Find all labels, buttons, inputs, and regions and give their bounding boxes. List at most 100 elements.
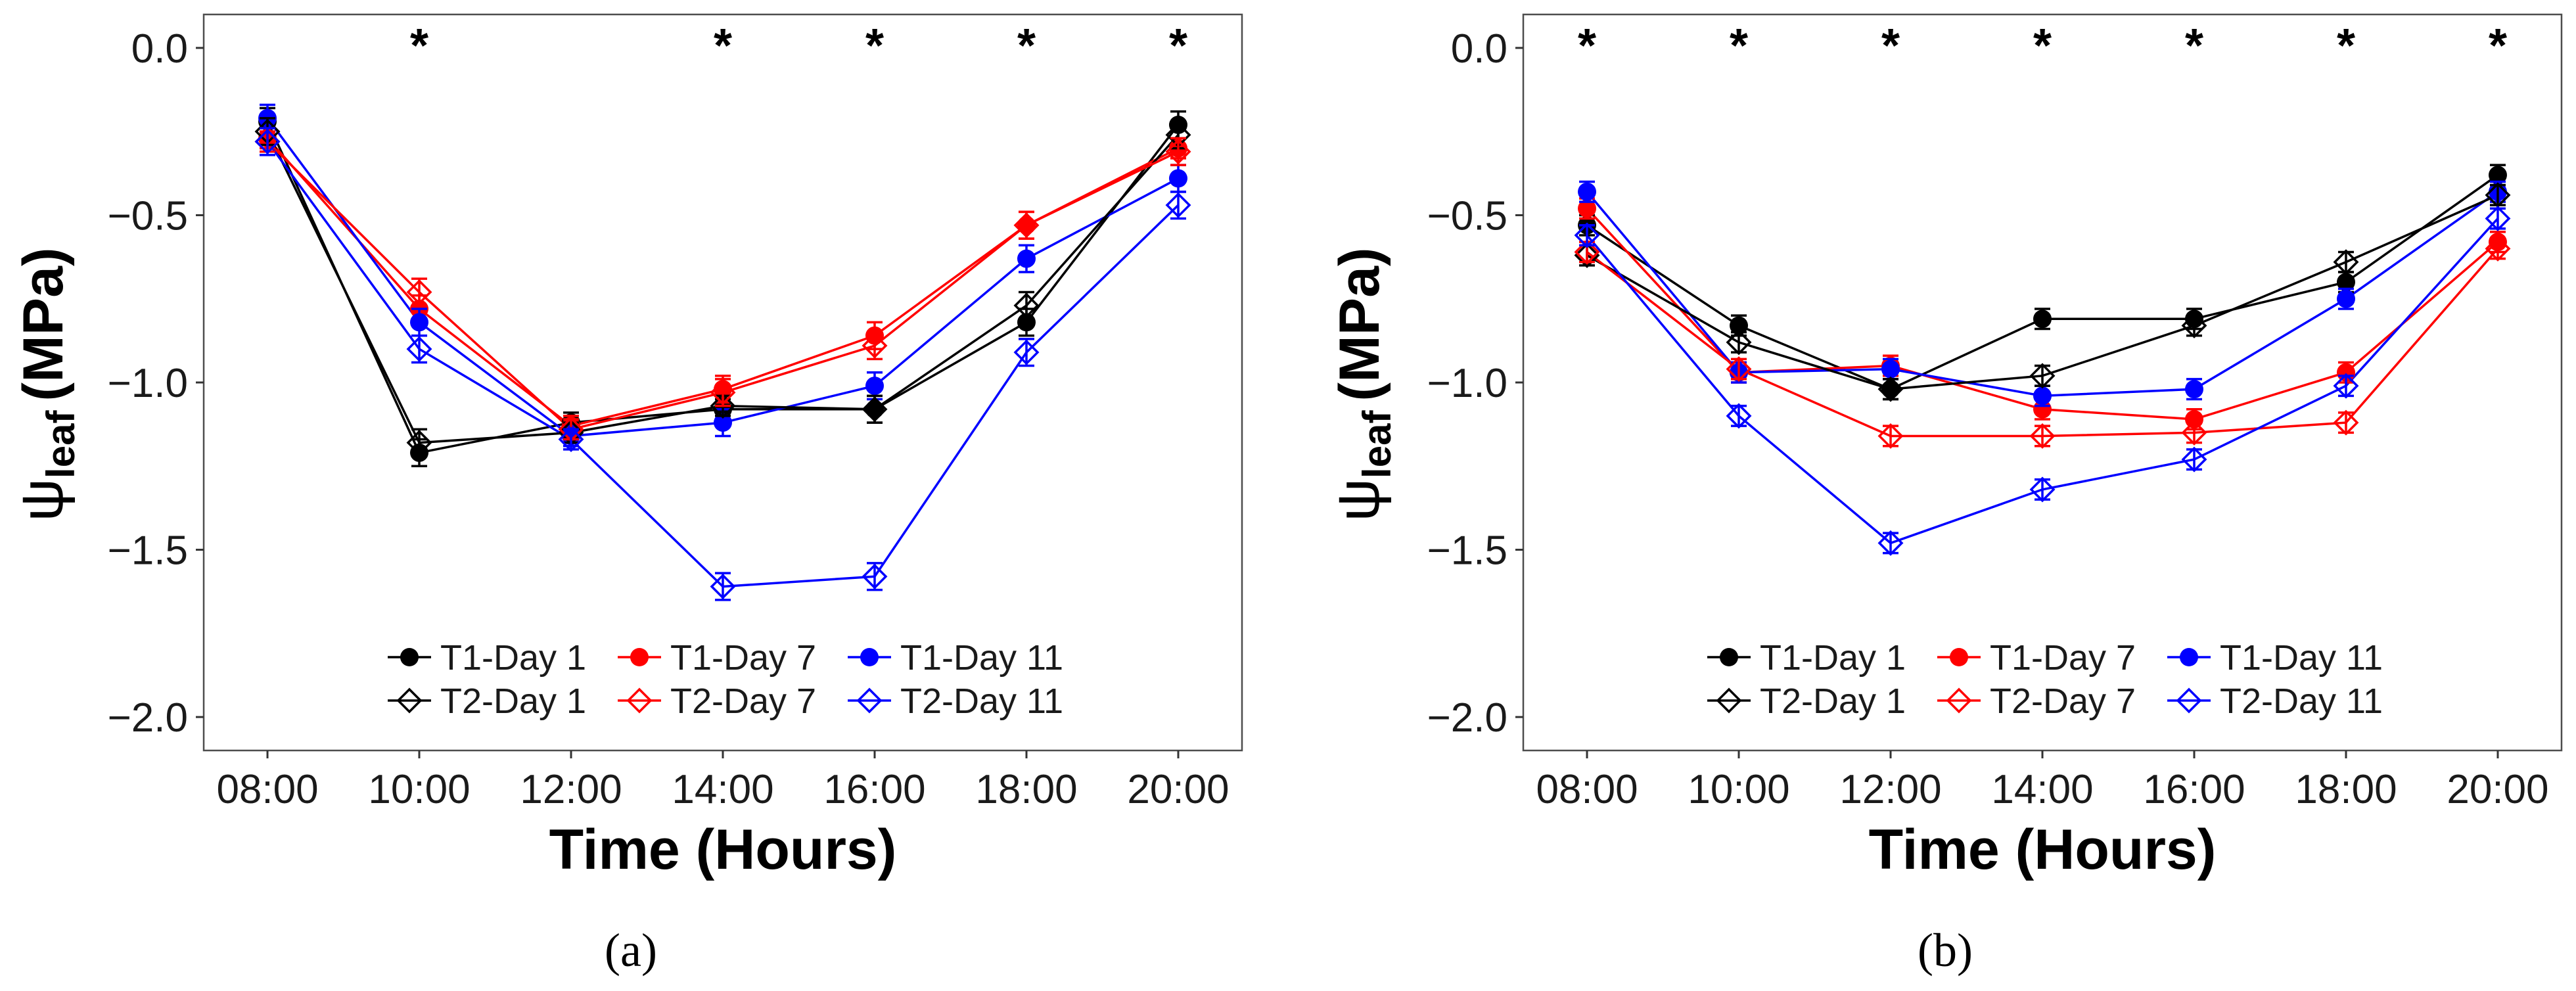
data-point: [2029, 423, 2056, 449]
x-tick-label: 16:00: [2143, 767, 2245, 812]
x-tick-label: 20:00: [1127, 767, 1229, 812]
y-axis-unit: (MPa): [1328, 247, 1391, 401]
y-tick-label: −1.0: [1427, 361, 1507, 406]
data-point: [2485, 206, 2511, 232]
legend-marker: [396, 687, 423, 714]
data-point: [1165, 192, 1191, 218]
legend-label: T1-Day 11: [900, 638, 1063, 678]
legend-marker: [400, 648, 419, 666]
panel-label: (b): [1918, 924, 1973, 977]
x-tick-label: 20:00: [2447, 767, 2548, 812]
y-tick-label: −2.0: [1427, 695, 1507, 741]
significance-star: *: [410, 20, 428, 72]
chart-panel-b: 0.0 −0.5 −1.0 −1.5 −2.0 08:00 10:00 12:00 14:00 1…: [1325, 13, 2563, 977]
x-tick-label: 10:00: [368, 767, 470, 812]
significance-star: *: [1730, 20, 1748, 72]
data-point: [1877, 376, 1904, 402]
y-axis-symbol: ψ: [1325, 478, 1392, 522]
y-tick-label: −1.5: [108, 528, 188, 574]
chart-panel-a: 0.0 −0.5 −1.0 −1.5 −2.0 08:00 10:00 12:00 14:00 1…: [9, 13, 1243, 977]
y-axis-unit: (MPa): [12, 247, 75, 401]
legend-marker: [860, 648, 879, 666]
legend-marker: [2180, 648, 2198, 666]
data-point: [1726, 403, 1752, 429]
significance-star: *: [2185, 20, 2203, 72]
y-axis-symbol: ψ: [9, 478, 76, 522]
data-point: [254, 128, 281, 154]
data-point: [2485, 235, 2511, 262]
significance-star: *: [1578, 20, 1596, 72]
data-point: [2184, 380, 2203, 399]
data-point: [1168, 169, 1187, 188]
legend-marker: [856, 687, 883, 714]
legend-label: T1-Day 11: [2220, 638, 2383, 678]
data-point: [1881, 359, 1900, 379]
y-tick-label: 0.0: [131, 26, 188, 72]
data-point: [1574, 239, 1600, 265]
x-tick-label: 18:00: [975, 767, 1077, 812]
legend-label: T1-Day 7: [670, 638, 816, 678]
data-point: [2033, 386, 2052, 405]
data-point: [865, 377, 884, 396]
data-point: [2336, 363, 2355, 382]
data-point: [862, 563, 888, 589]
data-point: [2029, 476, 2056, 503]
legend-label: T1-Day 1: [1760, 638, 1906, 678]
legend-marker: [1720, 648, 1738, 666]
y-tick-label: −0.5: [108, 193, 188, 239]
data-point: [2184, 410, 2203, 428]
data-point: [2488, 166, 2507, 185]
significance-star: *: [2033, 20, 2052, 72]
data-point: [1165, 139, 1191, 165]
significance-star: *: [1169, 20, 1187, 72]
data-point: [862, 396, 888, 423]
data-point: [1013, 212, 1040, 239]
y-tick-label: 0.0: [1451, 26, 1507, 72]
y-tick-label: −1.5: [1427, 528, 1507, 574]
significance-star: *: [714, 20, 732, 72]
data-point: [406, 279, 432, 306]
legend-marker: [626, 687, 653, 714]
data-point: [410, 313, 429, 332]
legend-marker: [1950, 648, 1968, 666]
data-point: [2181, 312, 2207, 338]
y-axis-subscript: leaf: [39, 410, 83, 478]
legend-label: T2-Day 11: [900, 681, 1063, 721]
data-point: [710, 574, 736, 600]
panel-label: (a): [605, 924, 657, 977]
data-point: [1726, 356, 1752, 382]
data-point: [2336, 289, 2355, 308]
data-point: [406, 336, 432, 362]
data-point: [2029, 363, 2056, 389]
x-axis-title: Time (Hours): [1869, 818, 2217, 881]
x-tick-label: 14:00: [672, 767, 773, 812]
significance-star: *: [2337, 20, 2355, 72]
data-point: [406, 430, 432, 456]
data-point: [1578, 182, 1597, 201]
x-tick-label: 10:00: [1688, 767, 1789, 812]
x-axis-title: Time (Hours): [549, 818, 897, 881]
legend-label: T1-Day 1: [440, 638, 586, 678]
data-point: [2333, 409, 2359, 436]
x-tick-label: 18:00: [2295, 767, 2397, 812]
legend-marker: [1716, 687, 1742, 714]
x-tick-label: 12:00: [520, 767, 622, 812]
x-tick-label: 16:00: [823, 767, 925, 812]
legend-label: T2-Day 7: [670, 681, 816, 721]
data-point: [710, 393, 736, 419]
legend-marker: [1946, 687, 1972, 714]
x-tick-label: 12:00: [1839, 767, 1941, 812]
data-point: [2333, 249, 2359, 275]
legend-marker: [2176, 687, 2202, 714]
significance-star: *: [2489, 20, 2507, 72]
data-point: [2033, 310, 2052, 329]
data-point: [1017, 313, 1036, 332]
data-point: [1013, 339, 1040, 365]
data-point: [2181, 446, 2207, 472]
data-point: [558, 426, 584, 453]
legend-label: T2-Day 7: [1990, 681, 2136, 721]
data-point: [714, 413, 732, 432]
data-point: [1877, 423, 1904, 449]
legend-label: T2-Day 1: [1760, 681, 1906, 721]
